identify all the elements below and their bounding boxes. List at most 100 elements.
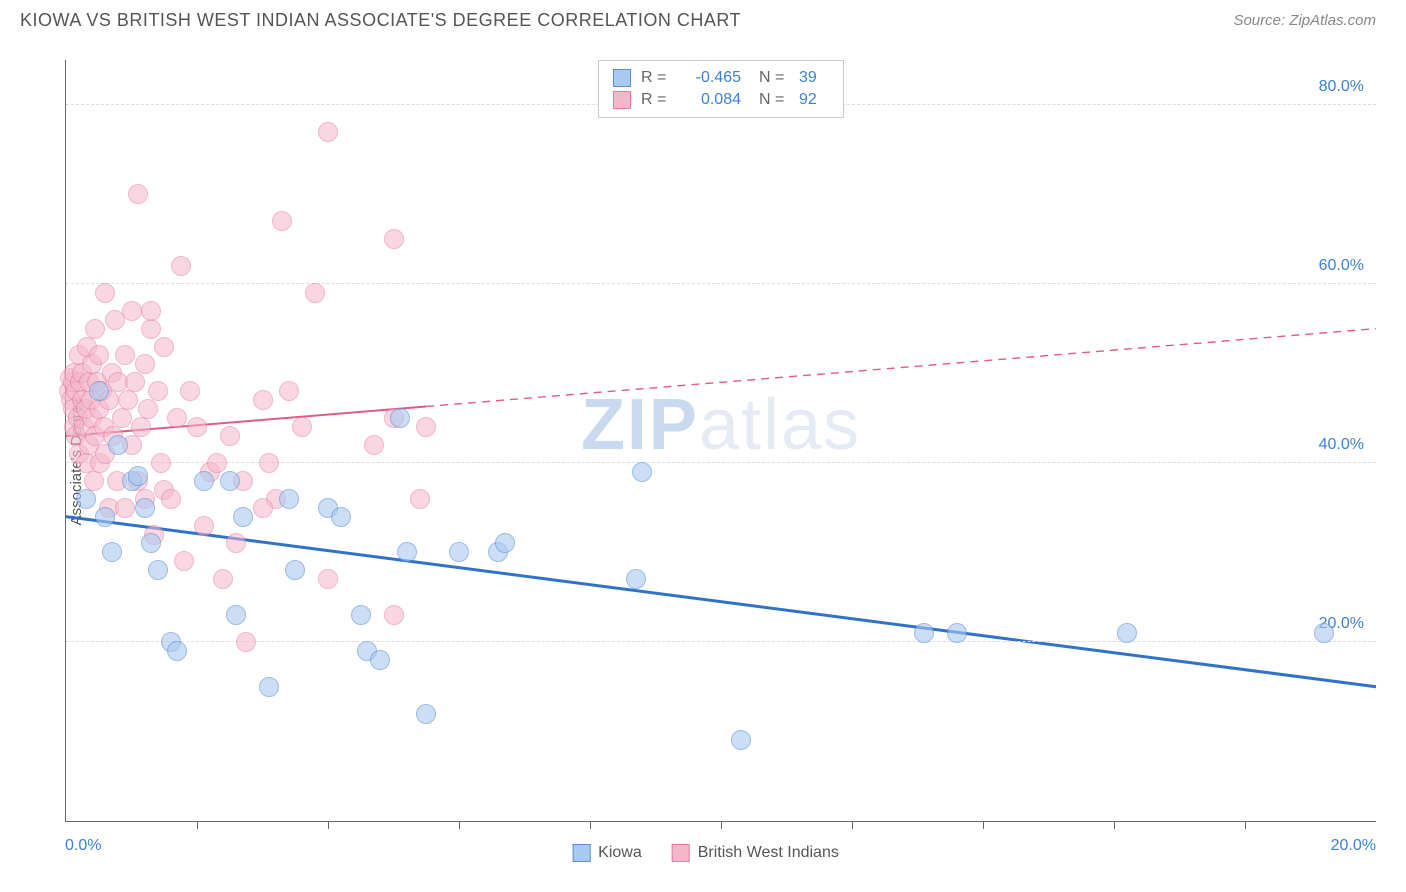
data-point [1117,623,1137,643]
legend-series: Kiowa British West Indians [572,844,839,862]
data-point [161,489,181,509]
data-point [305,283,325,303]
data-point [167,641,187,661]
data-point [174,551,194,571]
x-tick [328,821,329,829]
data-point [102,542,122,562]
data-point [292,417,312,437]
data-point [148,560,168,580]
data-point [108,435,128,455]
data-point [272,211,292,231]
data-point [253,390,273,410]
data-point [253,498,273,518]
data-point [632,462,652,482]
y-tick-label: 60.0% [1319,257,1364,275]
data-point [171,256,191,276]
data-point [1314,623,1334,643]
data-point [279,381,299,401]
gridline [66,283,1376,284]
data-point [167,408,187,428]
data-point [364,435,384,455]
data-point [154,337,174,357]
x-tick [1114,821,1115,829]
trend-lines [66,60,1376,821]
data-point [141,533,161,553]
r-value: 0.084 [681,89,741,111]
data-point [416,704,436,724]
legend-swatch [672,844,690,862]
data-point [318,122,338,142]
data-point [151,453,171,473]
data-point [141,319,161,339]
source-label: Source: ZipAtlas.com [1233,12,1376,29]
data-point [236,632,256,652]
data-point [731,730,751,750]
watermark: ZIPatlas [581,384,861,466]
x-tick [459,821,460,829]
gridline [66,641,1376,642]
x-axis-min-label: 0.0% [65,837,101,855]
data-point [947,623,967,643]
data-point [331,507,351,527]
data-point [449,542,469,562]
data-point [135,354,155,374]
legend-label: Kiowa [598,844,642,862]
data-point [279,489,299,509]
data-point [410,489,430,509]
legend-item: British West Indians [672,844,839,862]
y-tick-label: 40.0% [1319,436,1364,454]
data-point [318,569,338,589]
data-point [148,381,168,401]
chart-container: Associate's Degree ZIPatlas R =-0.465N =… [20,45,1391,877]
n-label: N = [759,67,789,89]
legend-stat-row: R =-0.465N =39 [613,67,829,89]
data-point [89,345,109,365]
data-point [416,417,436,437]
data-point [141,301,161,321]
x-tick [590,821,591,829]
data-point [95,283,115,303]
legend-stats: R = -0.465 N = 39R = 0.084 N = 92 [598,60,844,118]
data-point [115,498,135,518]
data-point [128,184,148,204]
x-tick [852,821,853,829]
data-point [194,516,214,536]
x-tick [983,821,984,829]
data-point [131,417,151,437]
data-point [259,453,279,473]
data-point [85,319,105,339]
data-point [125,372,145,392]
r-value: -0.465 [681,67,741,89]
y-tick-label: 80.0% [1319,78,1364,96]
chart-title: KIOWA VS BRITISH WEST INDIAN ASSOCIATE'S… [20,10,741,31]
data-point [95,507,115,527]
legend-stat-row: R = 0.084 N = 92 [613,89,829,111]
data-point [226,605,246,625]
legend-swatch [613,91,631,109]
n-value: 92 [799,89,829,111]
legend-label: British West Indians [698,844,839,862]
data-point [351,605,371,625]
legend-item: Kiowa [572,844,642,862]
data-point [115,345,135,365]
n-value: 39 [799,67,829,89]
data-point [220,426,240,446]
x-axis-max-label: 20.0% [1331,837,1376,855]
data-point [112,408,132,428]
data-point [285,560,305,580]
data-point [914,623,934,643]
data-point [180,381,200,401]
data-point [89,381,109,401]
data-point [384,605,404,625]
data-point [135,498,155,518]
data-point [233,507,253,527]
data-point [118,390,138,410]
data-point [220,471,240,491]
n-label: N = [759,89,789,111]
data-point [384,229,404,249]
data-point [495,533,515,553]
data-point [226,533,246,553]
data-point [76,489,96,509]
data-point [390,408,410,428]
r-label: R = [641,89,671,111]
